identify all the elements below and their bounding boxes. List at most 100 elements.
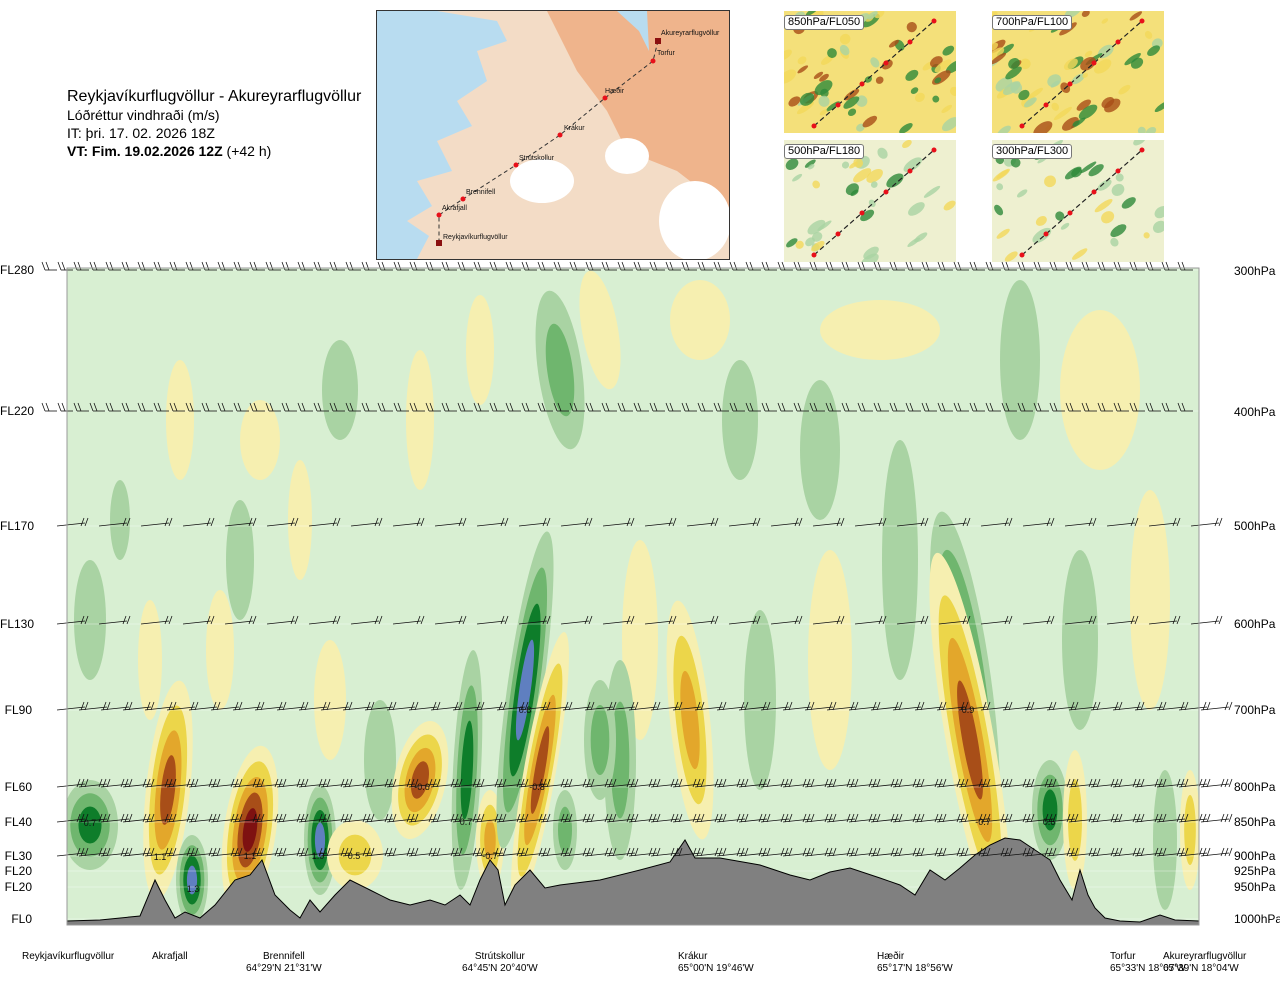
wind-barb (78, 813, 111, 823)
waypoint-label: Krákur (564, 125, 585, 132)
thumbnail-500hpa[interactable]: 500hPa/FL180 (784, 140, 956, 262)
thumb-texture (795, 240, 804, 249)
wind-barb (905, 261, 921, 271)
thumb-waypoint (811, 123, 817, 129)
wind-barb (738, 778, 771, 788)
thumb-texture (1008, 57, 1020, 69)
wind-barb (1200, 778, 1233, 788)
thumb-texture (808, 163, 815, 170)
wind-barb (153, 402, 169, 412)
wind-barb (937, 402, 953, 412)
wind-barb (892, 813, 925, 823)
wind-barb (140, 615, 173, 625)
wind-barb (665, 261, 681, 271)
wind-barb (854, 615, 887, 625)
wind-barb (697, 402, 713, 412)
wind-barb (276, 701, 309, 711)
wind-barb (430, 847, 463, 857)
thumb-texture (1154, 206, 1164, 219)
wind-barb (1001, 261, 1017, 271)
thumb-texture (905, 69, 919, 81)
wind-feature (288, 460, 312, 580)
contour-band (680, 670, 700, 770)
wind-barb (56, 778, 89, 788)
station-name: Akureyrarflugvöllur (1163, 951, 1247, 962)
wind-barb (320, 701, 353, 711)
waypoint-marker (436, 212, 442, 218)
wind-barb (166, 701, 199, 711)
wind-barb (1190, 615, 1223, 625)
wind-barb (1068, 701, 1101, 711)
wind-barb (342, 701, 375, 711)
thumb-texture (1147, 45, 1160, 57)
wind-barb (518, 701, 551, 711)
wind-barb (1106, 517, 1139, 527)
wind-barb (1001, 402, 1017, 412)
wind-barb (1112, 778, 1145, 788)
thumbnail-850hpa-image (784, 11, 956, 133)
wind-barb (761, 402, 777, 412)
fl-label: FL60 (4, 780, 32, 794)
wind-feature (466, 295, 494, 405)
thumb-texture (1081, 11, 1090, 18)
wind-barb (169, 402, 185, 412)
thumb-waypoint (835, 231, 841, 237)
downdraft-cell (1180, 770, 1199, 890)
thumb-texture (888, 39, 899, 48)
thumb-texture (1094, 199, 1113, 213)
wind-barb (1177, 402, 1193, 412)
wind-barb (518, 517, 551, 527)
wind-barb (265, 261, 281, 271)
thumb-texture (1071, 73, 1085, 85)
wind-barb (1024, 778, 1057, 788)
thumb-texture (908, 202, 925, 216)
wind-barb (938, 517, 971, 527)
wind-barb (1090, 701, 1123, 711)
wind-barb (644, 615, 677, 625)
wind-barb (342, 778, 375, 788)
wind-barb (320, 847, 353, 857)
wind-barb (185, 261, 201, 271)
contour-band (545, 323, 575, 417)
wind-barb (584, 813, 617, 823)
wind-barb (518, 615, 551, 625)
wind-barb (1148, 517, 1181, 527)
thumbnail-300hpa[interactable]: 300hPa/FL300 (992, 140, 1164, 262)
wind-barb (936, 778, 969, 788)
wind-barb (553, 261, 569, 271)
thumb-texture (941, 104, 953, 114)
thumb-texture (1084, 50, 1093, 58)
wind-barb (1097, 261, 1113, 271)
wind-barb (78, 701, 111, 711)
contour-band (186, 865, 198, 895)
wind-barb (1046, 813, 1079, 823)
wind-barb (540, 813, 573, 823)
wind-barb (518, 847, 551, 857)
station-coord: 64°29'N 21°31'W (246, 963, 322, 974)
wind-barb (425, 402, 441, 412)
thumb-texture (923, 185, 941, 198)
wind-barb (716, 778, 749, 788)
thumb-waypoint (835, 102, 841, 108)
wind-barb (122, 701, 155, 711)
thumb-texture (992, 47, 1005, 61)
wind-barb (601, 261, 617, 271)
valid-time: VT: Fim. 19.02.2026 12Z (+42 h) (67, 142, 361, 160)
thumb-texture (943, 200, 956, 211)
thumbnail-850hpa[interactable]: 850hPa/FL050 (784, 11, 956, 133)
wind-barb (474, 778, 507, 788)
wind-barb (434, 517, 467, 527)
wind-barbs (41, 261, 1233, 857)
contour-band (1068, 779, 1082, 861)
wind-barb (537, 402, 553, 412)
wind-barb (1017, 402, 1033, 412)
wind-barb (650, 847, 683, 857)
wind-barb (738, 701, 771, 711)
thumb-texture (856, 123, 865, 132)
waypoint-label: Hæðir (605, 87, 625, 95)
thumb-texture (1063, 58, 1078, 71)
thumbnail-700hpa[interactable]: 700hPa/FL100 (992, 11, 1164, 133)
hpa-label: 600hPa (1234, 617, 1276, 631)
wind-barb (1002, 813, 1035, 823)
wind-barb (644, 517, 677, 527)
